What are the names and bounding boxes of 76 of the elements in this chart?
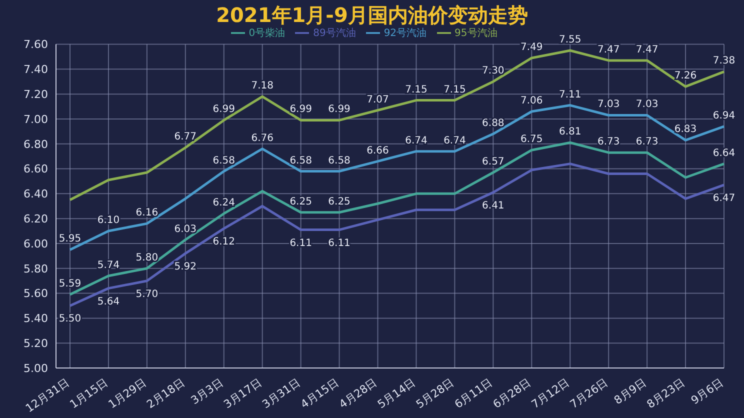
data-label: 6.83 (674, 124, 697, 136)
data-label: 7.11 (558, 89, 582, 100)
data-label: 5.74 (97, 260, 120, 271)
data-label: 7.06 (520, 96, 543, 107)
data-label: 7.49 (520, 42, 543, 53)
x-tick-label: 9月6日 (688, 376, 726, 408)
data-label: 5.64 (97, 296, 120, 308)
data-label: 7.15 (444, 84, 466, 96)
x-tick-label: 8月23日 (644, 376, 688, 412)
y-tick-label: 7.40 (24, 63, 48, 76)
data-label: 6.64 (712, 148, 736, 159)
data-label: 6.47 (712, 192, 736, 204)
data-label: 5.80 (136, 252, 158, 264)
y-tick-label: 6.00 (24, 237, 48, 250)
data-label: 6.25 (290, 196, 312, 208)
data-label: 7.38 (712, 56, 736, 67)
y-tick-label: 6.20 (24, 212, 48, 226)
y-tick-label: 5.40 (24, 312, 48, 326)
data-label: 7.26 (674, 70, 697, 82)
data-label: 6.99 (212, 104, 236, 116)
data-label: 6.16 (136, 208, 158, 219)
data-label: 6.73 (597, 136, 620, 148)
data-label: 6.41 (482, 200, 504, 212)
data-label: 5.92 (174, 261, 197, 272)
data-label: 6.11 (290, 238, 312, 249)
data-label: 6.03 (174, 224, 197, 235)
data-label: 5.70 (136, 288, 158, 300)
y-tick-label: 5.80 (24, 262, 48, 276)
y-tick-label: 6.60 (24, 162, 48, 176)
legend-label: 0号柴油 (248, 28, 286, 39)
legend-label: 92号汽油 (384, 28, 427, 39)
data-label: 6.81 (558, 126, 582, 138)
data-label: 7.18 (251, 80, 274, 92)
data-label: 6.94 (712, 110, 736, 122)
data-label: 6.73 (636, 136, 658, 148)
x-tick-label: 7月26日 (568, 376, 610, 412)
y-tick-label: 5.00 (24, 362, 48, 375)
chart-title: 2021年1月-9月国内油价变动走势 (215, 2, 529, 28)
y-tick-label: 5.20 (24, 337, 48, 350)
data-label: 6.75 (520, 134, 543, 146)
data-label: 6.57 (482, 156, 504, 168)
data-label: 6.58 (328, 155, 350, 166)
data-label: 6.12 (212, 236, 236, 248)
data-label: 7.07 (366, 94, 389, 106)
data-label: 7.15 (405, 84, 428, 96)
y-tick-label: 6.40 (24, 188, 48, 201)
data-label: 6.24 (212, 198, 236, 209)
data-label: 6.99 (328, 104, 350, 116)
data-label: 7.55 (558, 34, 582, 46)
data-label: 6.88 (482, 118, 504, 129)
data-label: 6.11 (328, 238, 350, 249)
data-label: 6.76 (251, 132, 274, 144)
data-label: 6.66 (366, 145, 389, 156)
data-label: 6.25 (328, 196, 350, 208)
data-label: 6.77 (174, 132, 197, 143)
data-label: 6.58 (212, 155, 236, 166)
data-label: 5.95 (58, 234, 82, 245)
y-tick-label: 5.60 (24, 287, 48, 300)
legend-label: 95号汽油 (454, 28, 498, 39)
y-tick-label: 7.60 (24, 38, 48, 52)
data-label: 6.74 (405, 135, 428, 146)
data-label: 5.59 (58, 278, 82, 290)
y-tick-label: 7.00 (24, 112, 48, 126)
data-label: 5.50 (58, 314, 82, 325)
data-label: 6.58 (290, 155, 312, 166)
data-label: 7.03 (597, 99, 620, 110)
data-label: 7.47 (597, 44, 620, 56)
y-tick-label: 6.80 (24, 138, 48, 151)
data-label: 7.30 (482, 66, 504, 77)
data-label: 6.74 (444, 135, 466, 146)
data-label: 7.03 (636, 99, 658, 110)
data-label: 7.47 (636, 44, 658, 56)
y-tick-label: 7.20 (24, 88, 48, 101)
data-label: 6.10 (97, 215, 120, 226)
data-label: 6.99 (290, 104, 312, 116)
legend-label: 89号汽油 (313, 28, 356, 39)
